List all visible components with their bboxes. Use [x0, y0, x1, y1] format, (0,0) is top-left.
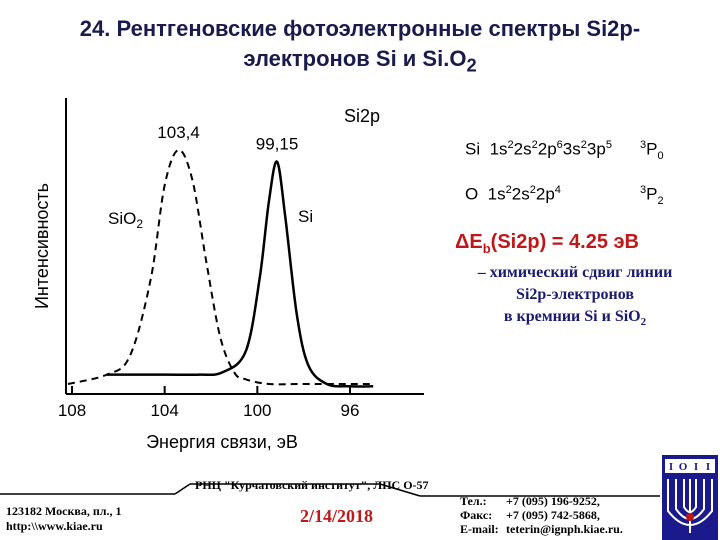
footer-contacts: Тел.: +7 (095) 196-9252, Факс: +7 (095) 74… — [460, 494, 623, 536]
svg-text:I: I — [694, 461, 698, 473]
slide-title-line2: электронов Si и Si.O2 — [243, 46, 477, 76]
svg-text:O: O — [679, 461, 688, 473]
peak-label-sio2: 103,4 — [157, 123, 200, 142]
si-term-symbol: 3P0 — [640, 139, 664, 163]
series-label-si: Si — [298, 207, 313, 226]
series-line-si — [106, 160, 374, 388]
footer-website-link[interactable]: http:\\www.kiae.ru — [6, 519, 103, 533]
svg-text:I: I — [706, 461, 710, 473]
plot-background — [28, 86, 430, 470]
kurchatov-logo: I O I I — [662, 455, 718, 540]
x-axis-label: Энергия связи, эВ — [146, 432, 298, 452]
footer-institute: РНЦ "Курчатовский институт", ЛПС О-57 — [195, 478, 429, 492]
peak-label-si: 99,15 — [256, 135, 299, 154]
y-axis-label: Интенсивность — [32, 183, 52, 309]
footer: РНЦ "Курчатовский институт", ЛПС О-57 12… — [0, 470, 720, 540]
x-tick-label: 104 — [150, 401, 178, 420]
svg-text:I: I — [669, 461, 673, 473]
o-term-symbol: 3P2 — [640, 184, 664, 208]
x-ticks: 108 104 100 96 — [58, 386, 360, 420]
slide-title: 24. Рентгеновские фотоэлектронные спектр… — [20, 14, 700, 80]
chemical-shift-note: – химический сдвиг линии Si2p-электронов… — [477, 264, 673, 329]
footer-date: 2/14/2018 — [300, 506, 374, 526]
slide-title-line1: 24. Рентгеновские фотоэлектронные спектр… — [79, 16, 641, 41]
xps-spectrum-chart: 108 104 100 96 103,4 99,15 Si2p SiO2 Si Эне… — [28, 86, 430, 470]
x-tick-label: 96 — [341, 401, 360, 420]
chemical-shift-value: ΔEb(Si2p) = 4.25 эВ — [455, 231, 639, 256]
footer-email-link[interactable]: teterin@ignph.kiae.ru. — [506, 522, 623, 536]
x-tick-label: 108 — [58, 401, 86, 420]
x-tick-label: 100 — [243, 401, 271, 420]
chart-title: Si2p — [344, 106, 380, 126]
footer-address: 123182 Москва, пл., 1 http:\\www.kiae.ru — [6, 504, 122, 533]
series-label-sio2: SiO2 — [108, 209, 143, 231]
footer-divider — [0, 483, 660, 497]
si-electron-config: Si 1s22s22p63s23p5 — [465, 139, 612, 159]
series-line-sio2 — [67, 149, 374, 386]
o-electron-config: O 1s22s22p4 — [465, 184, 561, 204]
